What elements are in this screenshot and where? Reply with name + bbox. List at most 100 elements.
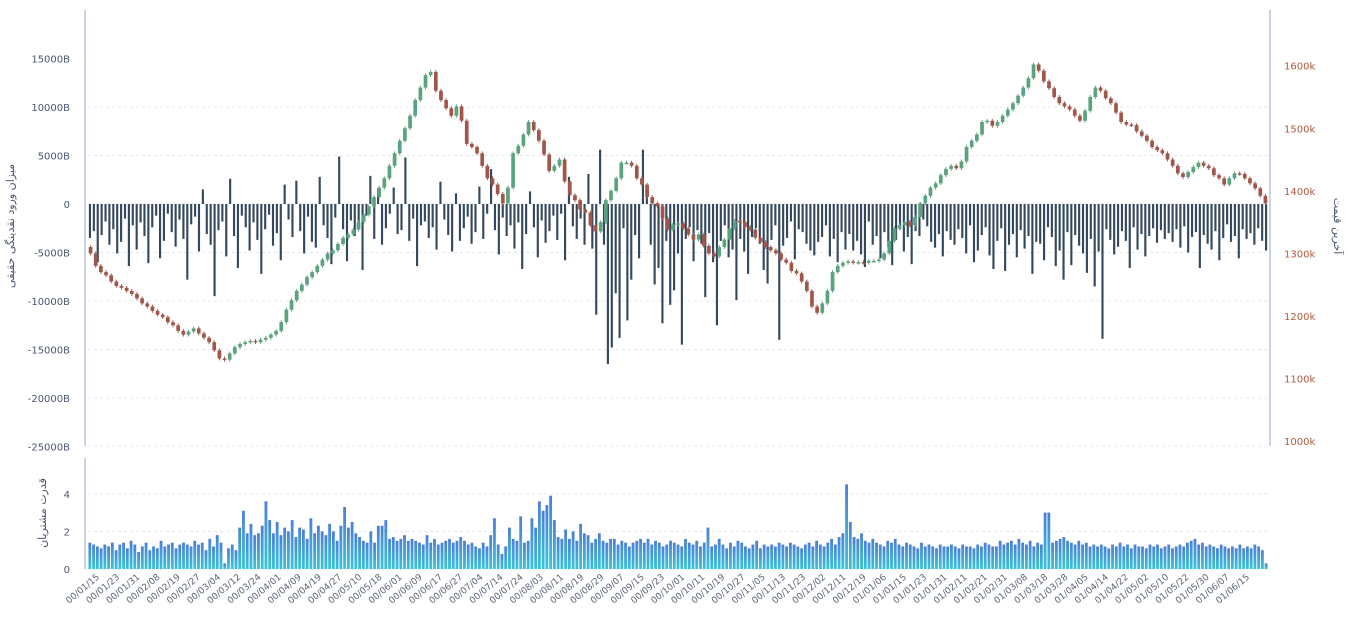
inflow-bar	[961, 204, 964, 238]
candle-body	[768, 247, 773, 251]
candle-body	[650, 197, 655, 204]
buyer-power-bar	[410, 538, 414, 569]
buyer-power-bar	[148, 550, 152, 569]
inflow-bar	[778, 204, 781, 340]
inflow-bar	[735, 204, 738, 301]
inflow-bar	[291, 204, 294, 237]
right-tick-label: 1300k	[1284, 249, 1315, 260]
candle-body	[665, 218, 670, 230]
buyer-power-bar	[1081, 544, 1084, 569]
buyer-power-bar	[552, 520, 556, 569]
inflow-bar	[1210, 204, 1213, 250]
inflow-bar	[758, 204, 761, 244]
inflow-bar	[1070, 204, 1073, 266]
inflow-bar	[821, 204, 824, 237]
candle-body	[1145, 135, 1149, 141]
inflow-bar	[614, 204, 617, 294]
candle-body	[908, 222, 912, 226]
buyer-power-bar	[152, 546, 155, 569]
inflow-bar	[813, 204, 816, 256]
buyer-power-bar	[107, 546, 111, 569]
candle-body	[191, 328, 196, 332]
candle-body	[299, 284, 304, 291]
inflow-bar	[754, 204, 757, 229]
candle-body	[975, 134, 979, 141]
buyer-power-bar	[1208, 544, 1212, 569]
inflow-bar	[953, 204, 956, 245]
buyer-power-bar	[474, 546, 478, 569]
right-tick-label: 1000k	[1284, 437, 1315, 448]
inflow-bar	[1237, 204, 1240, 259]
inflow-bar	[158, 204, 162, 259]
candle-body	[593, 225, 598, 232]
inflow-bar	[723, 204, 726, 226]
inflow-bar	[326, 204, 329, 238]
inflow-bar	[708, 204, 711, 234]
buyer-power-bar	[253, 535, 257, 569]
buyer-power-bar	[1204, 546, 1208, 569]
buyer-power-bar	[729, 542, 732, 569]
candle-body	[913, 217, 917, 226]
inflow-bar	[151, 204, 154, 228]
inflow-bar	[1241, 204, 1244, 230]
buyer-power-bar	[931, 546, 935, 569]
inflow-bar	[532, 204, 535, 228]
inflow-bar	[1163, 204, 1166, 239]
candle-body	[727, 228, 732, 240]
buyer-power-bar	[714, 544, 717, 569]
buyer-power-bar	[99, 548, 103, 569]
inflow-bar	[669, 204, 672, 305]
inflow-bar	[789, 204, 793, 222]
inflow-bar	[657, 204, 660, 269]
inflow-bar	[957, 204, 960, 230]
inflow-bar	[127, 204, 130, 267]
candle-body	[949, 165, 953, 169]
buyer-power-bar	[144, 542, 148, 569]
inflow-bar	[976, 204, 979, 251]
inflow-bar	[349, 204, 352, 221]
inflow-bar	[155, 204, 158, 216]
inflow-bar	[649, 204, 652, 245]
candle-body	[506, 187, 510, 204]
candle-body	[274, 330, 278, 335]
candle-body	[1165, 153, 1170, 160]
inflow-bar	[1245, 204, 1248, 239]
buyer-power-bar	[717, 538, 721, 569]
inflow-bar	[1007, 204, 1011, 245]
buyer-power-bar	[721, 544, 725, 569]
buyer-power-bar	[1249, 548, 1253, 569]
inflow-bar	[840, 204, 843, 233]
inflow-bar	[248, 204, 251, 251]
left-tick-label: 0	[64, 200, 70, 211]
candle-body	[1196, 162, 1201, 168]
buyer-power-bar	[118, 544, 122, 569]
buyer-power-bar	[1084, 542, 1088, 569]
buyer-power-bar	[624, 542, 627, 569]
inflow-bar	[88, 204, 92, 238]
buyer-power-bar	[406, 540, 410, 569]
candle-body	[1206, 165, 1211, 169]
inflow-bar	[731, 204, 734, 250]
buyer-power-bar	[1242, 548, 1246, 569]
candle-body	[227, 353, 232, 360]
candle-body	[1093, 87, 1098, 97]
inflow-bar	[1179, 204, 1182, 248]
inflow-bar	[108, 204, 111, 245]
candle-body	[660, 206, 665, 219]
candle-body	[480, 153, 485, 166]
buyer-power-bar	[777, 542, 781, 569]
inflow-bar	[1004, 204, 1007, 271]
inflow-bar	[949, 204, 952, 240]
candle-body	[887, 240, 892, 254]
inflow-bar	[937, 204, 940, 235]
inflow-bar	[404, 157, 407, 204]
right-tick-label: 1200k	[1284, 312, 1315, 323]
inflow-bar	[217, 204, 220, 231]
buyer-power-bar	[530, 518, 534, 569]
buyer-power-bar	[1144, 548, 1148, 569]
buyer-power-bar	[309, 518, 313, 569]
candle-body	[1021, 87, 1026, 96]
candle-body	[537, 130, 541, 141]
candle-body	[1170, 159, 1175, 166]
